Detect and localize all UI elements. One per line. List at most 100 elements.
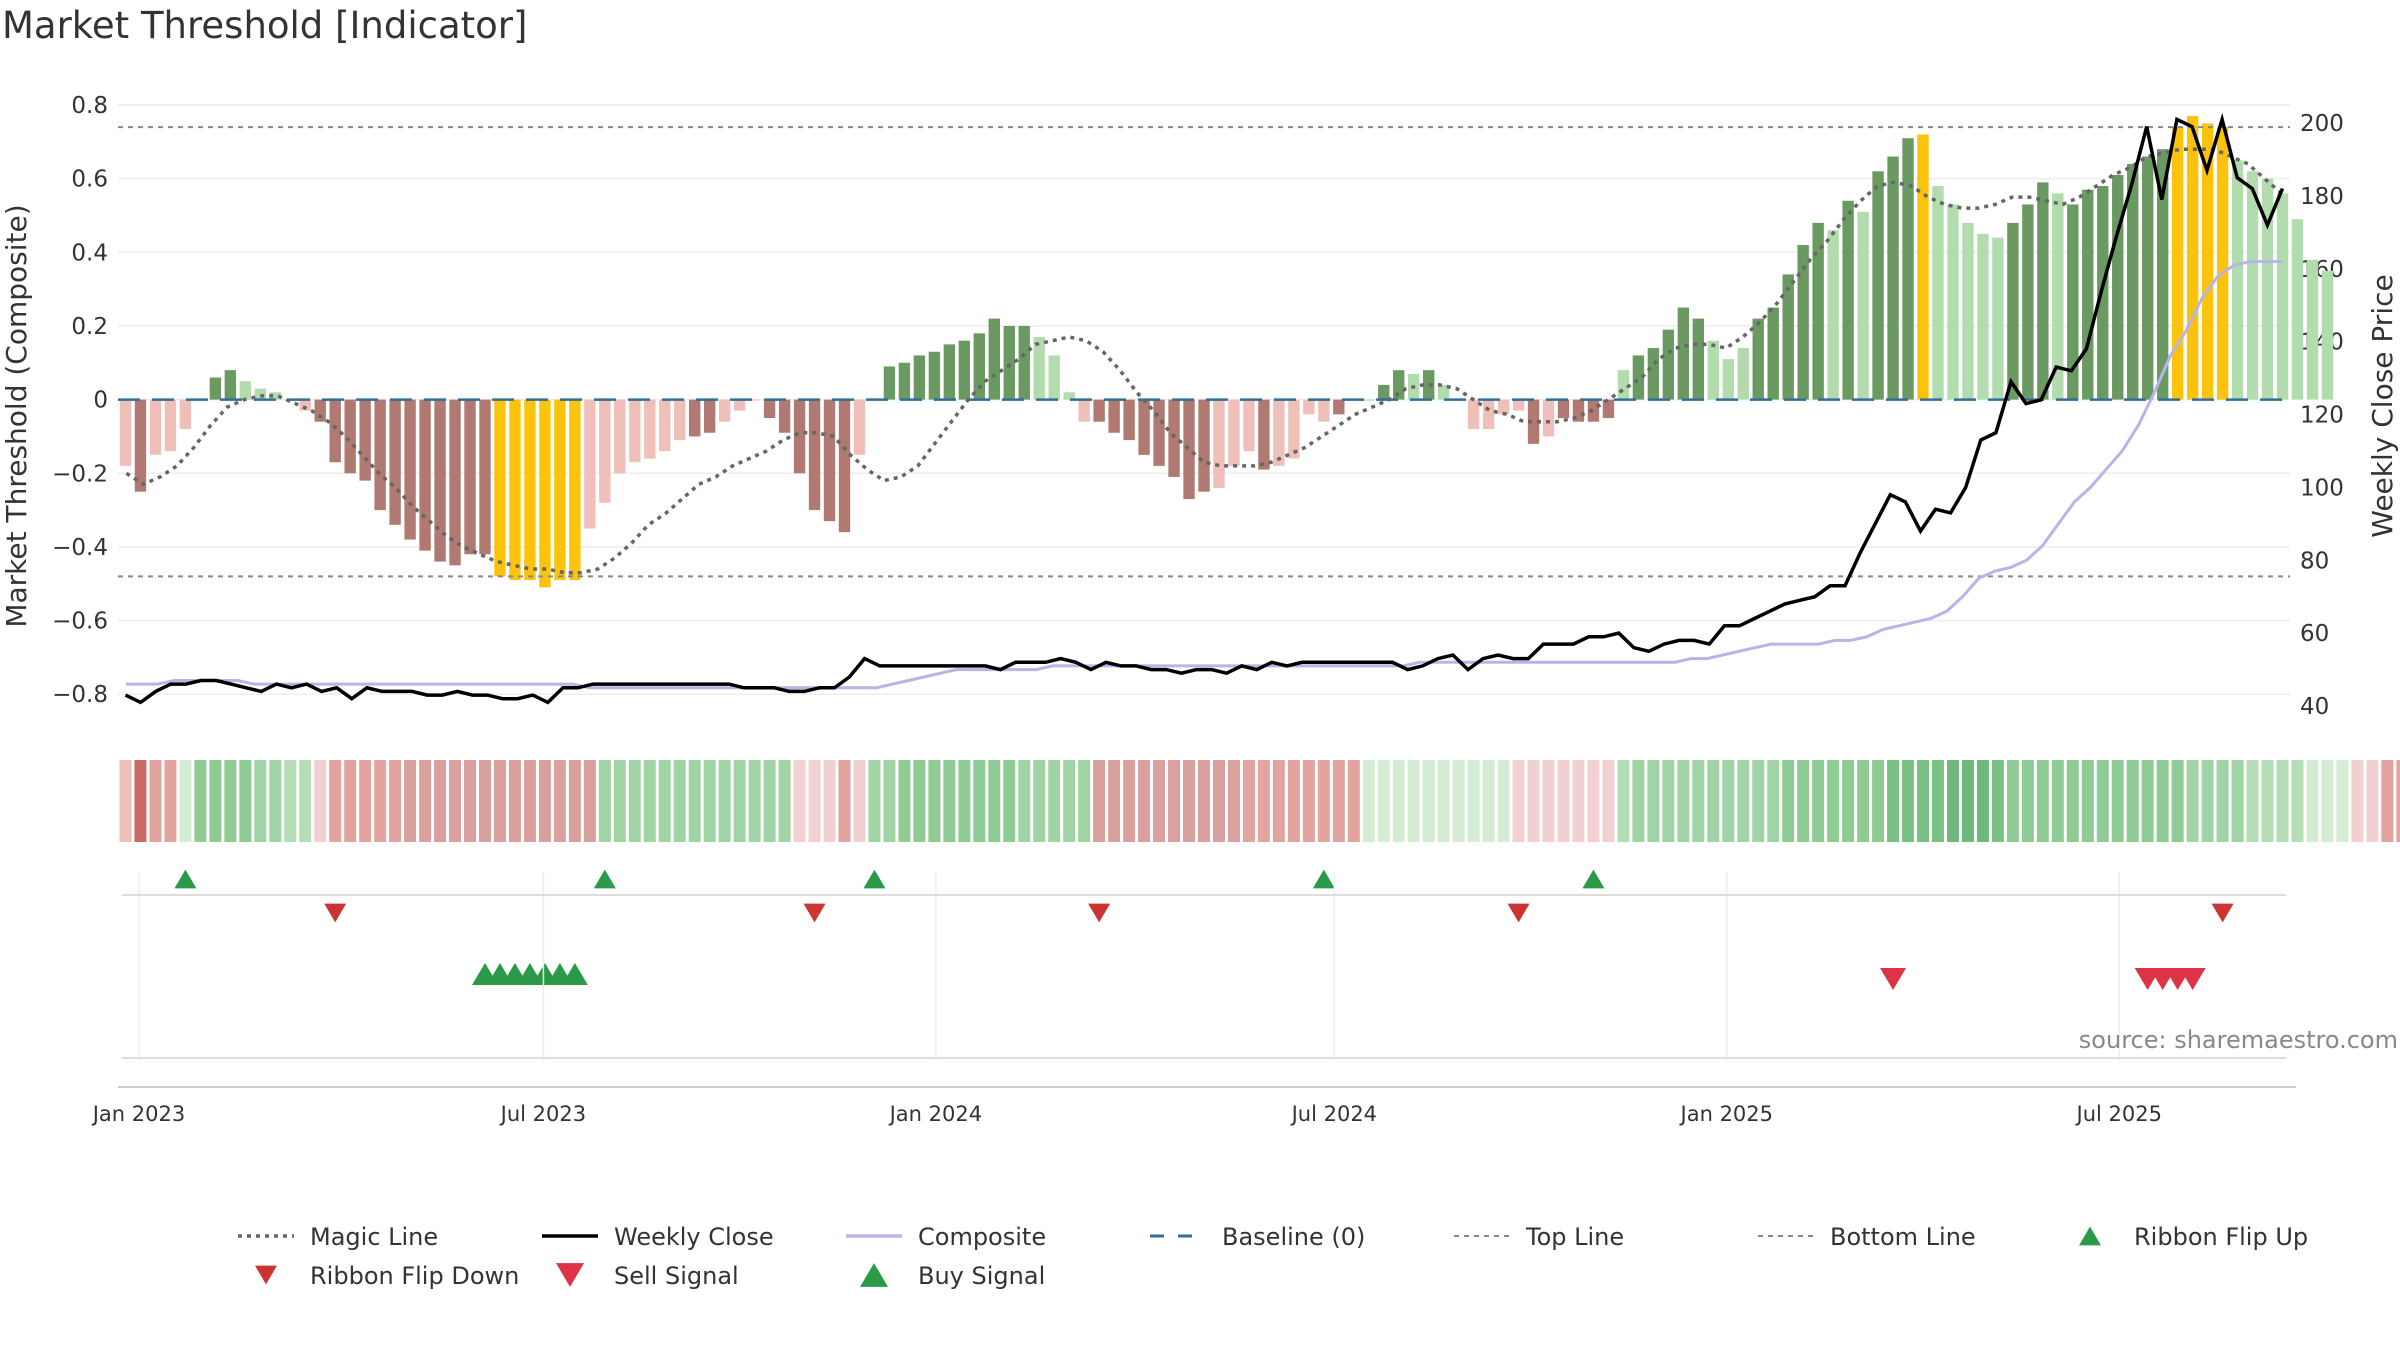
ribbon-flip-up-marker bbox=[174, 869, 197, 889]
ribbon-cell bbox=[2141, 760, 2154, 842]
composite-bar bbox=[1123, 399, 1135, 441]
ribbon-cell bbox=[1482, 760, 1495, 842]
composite-bar bbox=[1108, 399, 1120, 433]
composite-bar bbox=[1153, 399, 1165, 466]
ribbon-cell bbox=[2051, 760, 2064, 842]
ribbon-cell bbox=[568, 760, 581, 842]
composite-bar bbox=[1842, 200, 1854, 400]
composite-bar bbox=[1872, 171, 1884, 400]
ribbon-cell bbox=[344, 760, 357, 842]
ribbon-cell bbox=[314, 760, 327, 842]
left-axis-label: Market Threshold (Composite) bbox=[0, 204, 33, 627]
ribbon-cell bbox=[1452, 760, 1465, 842]
composite-bar bbox=[299, 399, 311, 411]
ribbon-cell bbox=[1347, 760, 1360, 842]
ribbon-cell bbox=[404, 760, 417, 842]
ribbon-cell bbox=[1797, 760, 1810, 842]
composite-bar bbox=[1003, 325, 1015, 400]
composite-bar bbox=[1602, 399, 1615, 419]
ribbon-cell bbox=[2081, 760, 2094, 842]
ribbon-flip-up-marker bbox=[1582, 869, 1605, 889]
legend-item: Magic Line bbox=[238, 1223, 438, 1251]
ribbon-cell bbox=[2276, 760, 2289, 842]
ribbon-cell bbox=[419, 760, 432, 842]
ribbon-cell bbox=[673, 760, 686, 842]
ribbon-cell bbox=[389, 760, 402, 842]
ribbon-cell bbox=[1812, 760, 1825, 842]
ribbon-cell bbox=[134, 760, 147, 842]
ribbon-cell bbox=[1512, 760, 1525, 842]
ribbon-cell bbox=[1752, 760, 1765, 842]
ribbon-cell bbox=[2336, 760, 2349, 842]
composite-bar bbox=[1482, 399, 1495, 430]
date-tick-label: Jan 2024 bbox=[888, 1102, 983, 1126]
composite-bar bbox=[434, 399, 446, 562]
composite-bar bbox=[1827, 230, 1839, 400]
composite-bar bbox=[2112, 174, 2124, 400]
composite-bar bbox=[179, 399, 192, 430]
composite-bar bbox=[703, 399, 716, 433]
composite-bar bbox=[2156, 149, 2169, 400]
ribbon-cell bbox=[1153, 760, 1166, 842]
composite-bar bbox=[1617, 370, 1630, 400]
composite-bar bbox=[2142, 156, 2154, 400]
legend-item: Ribbon Flip Up bbox=[2079, 1223, 2308, 1251]
composite-bar bbox=[928, 351, 941, 400]
composite-bar bbox=[1467, 399, 1480, 430]
ribbon-cell bbox=[2021, 760, 2034, 842]
date-axis: Jan 2023 Jul 2023 Jan 2024 Jul 2024 Jan 2025… bbox=[91, 872, 2296, 1126]
composite-bar bbox=[2186, 116, 2199, 400]
composite-bar bbox=[644, 399, 656, 459]
ribbon-cell bbox=[1931, 760, 1944, 842]
composite-bar bbox=[2306, 259, 2319, 400]
composite-bar bbox=[614, 399, 626, 474]
ribbon-cell bbox=[1707, 760, 1720, 842]
composite-bar bbox=[1422, 370, 1435, 400]
composite-bar bbox=[1288, 399, 1300, 459]
ribbon-cell bbox=[2006, 760, 2019, 842]
right-tick-label: 200 bbox=[2300, 111, 2344, 137]
composite-bars bbox=[119, 116, 2334, 588]
ribbon-cell bbox=[1827, 760, 1840, 842]
right-tick-label: 80 bbox=[2300, 548, 2329, 574]
right-tick-label: 100 bbox=[2300, 475, 2344, 501]
composite-bar bbox=[1857, 211, 1869, 400]
composite-bar bbox=[2007, 222, 2019, 400]
composite-bar bbox=[958, 340, 971, 400]
composite-bar bbox=[2171, 127, 2184, 400]
composite-bar bbox=[1902, 138, 1914, 400]
ribbon-cell bbox=[1003, 760, 1016, 842]
ribbon-cell bbox=[793, 760, 806, 842]
right-tick-label: 60 bbox=[2300, 621, 2329, 647]
composite-bar bbox=[1812, 222, 1824, 400]
ribbon-flip-down-marker bbox=[1088, 903, 1111, 923]
left-tick-label: −0.2 bbox=[52, 461, 108, 487]
ribbon-cell bbox=[179, 760, 192, 842]
legend-swatch bbox=[556, 1263, 584, 1287]
composite-bar bbox=[599, 399, 611, 503]
ribbon-cell bbox=[479, 760, 491, 842]
ribbon-cell bbox=[643, 760, 656, 842]
composite-bar bbox=[344, 399, 356, 474]
source-text: source: sharemaestro.com bbox=[2079, 1026, 2398, 1054]
ribbon-cell bbox=[628, 760, 641, 842]
composite-bar bbox=[1752, 318, 1764, 400]
ribbon-cell bbox=[973, 760, 986, 842]
ribbon-cell bbox=[224, 760, 237, 842]
ribbon-cell bbox=[1872, 760, 1885, 842]
right-tick-label: 40 bbox=[2300, 694, 2329, 720]
ribbon-cell bbox=[1093, 760, 1106, 842]
composite-bar bbox=[1018, 325, 1030, 400]
ribbon-cell bbox=[1902, 760, 1915, 842]
composite-bar bbox=[2231, 160, 2244, 400]
ribbon-cell bbox=[2111, 760, 2124, 842]
composite-bar bbox=[1318, 399, 1330, 422]
ribbon-flip-down-marker bbox=[803, 903, 826, 923]
ribbon-cell bbox=[523, 760, 536, 842]
ribbon-cell bbox=[1257, 760, 1270, 842]
composite-bar bbox=[1692, 318, 1705, 400]
composite-bar bbox=[1393, 370, 1405, 400]
ribbon-cell bbox=[1632, 760, 1645, 842]
ribbon-cell bbox=[763, 760, 776, 842]
